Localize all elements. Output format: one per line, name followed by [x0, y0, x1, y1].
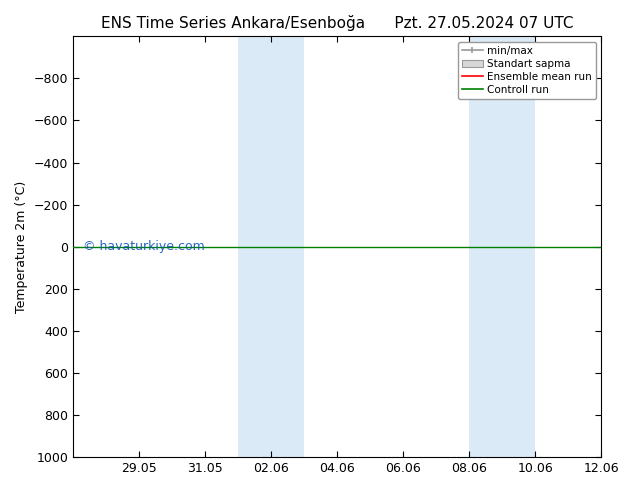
Bar — [238, 36, 304, 457]
Legend: min/max, Standart sapma, Ensemble mean run, Controll run: min/max, Standart sapma, Ensemble mean r… — [458, 42, 596, 99]
Y-axis label: Temperature 2m (°C): Temperature 2m (°C) — [15, 181, 28, 313]
Title: ENS Time Series Ankara/Esenboğa      Pzt. 27.05.2024 07 UTC: ENS Time Series Ankara/Esenboğa Pzt. 27.… — [101, 15, 573, 31]
Bar — [469, 36, 535, 457]
Text: © havaturkiye.com: © havaturkiye.com — [84, 240, 205, 253]
